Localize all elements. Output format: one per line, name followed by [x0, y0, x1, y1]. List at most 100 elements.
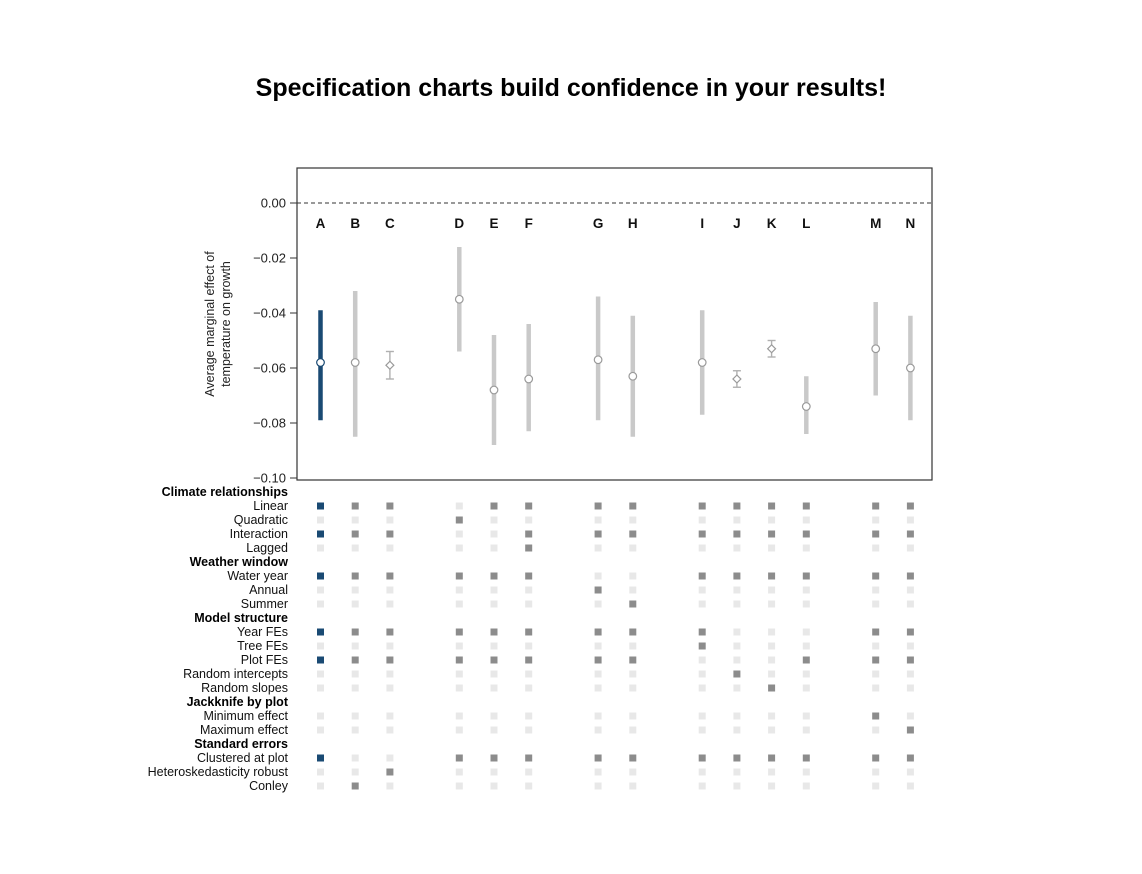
matrix-cell — [733, 768, 741, 776]
matrix-cell — [872, 502, 880, 510]
matrix-cell — [733, 670, 741, 678]
matrix-cell — [872, 726, 880, 734]
matrix-cell — [386, 726, 394, 734]
y-tick-label: −0.08 — [253, 416, 286, 431]
row-label: Annual — [249, 583, 288, 597]
matrix-cell — [802, 684, 810, 692]
y-axis-title: Average marginal effect of — [203, 251, 217, 397]
matrix-cell — [351, 544, 359, 552]
matrix-cell — [386, 530, 394, 538]
matrix-cell — [768, 572, 776, 580]
matrix-cell — [733, 726, 741, 734]
matrix-cell — [351, 782, 359, 790]
matrix-cell — [525, 586, 533, 594]
matrix-cell — [768, 726, 776, 734]
category-label: Standard errors — [194, 737, 288, 751]
matrix-cell — [455, 628, 463, 636]
matrix-cell — [351, 530, 359, 538]
matrix-cell — [906, 670, 914, 678]
matrix-cell — [386, 502, 394, 510]
matrix-cell — [872, 768, 880, 776]
matrix-cell — [698, 768, 706, 776]
matrix-cell — [698, 516, 706, 524]
matrix-cell — [455, 656, 463, 664]
matrix-cell — [733, 572, 741, 580]
matrix-cell — [317, 782, 324, 790]
matrix-cell — [386, 642, 394, 650]
matrix-cell — [906, 502, 914, 510]
matrix-cell — [386, 754, 394, 762]
matrix-cell — [733, 656, 741, 664]
matrix-cell — [525, 516, 533, 524]
y-tick-label: −0.04 — [253, 306, 286, 321]
estimate-marker — [385, 360, 395, 371]
matrix-cell — [802, 670, 810, 678]
matrix-cell — [698, 684, 706, 692]
matrix-cell — [906, 768, 914, 776]
estimate-marker — [801, 402, 811, 411]
matrix-cell — [351, 712, 359, 720]
matrix-cell — [698, 530, 706, 538]
matrix-cell — [594, 586, 602, 594]
matrix-cell — [525, 782, 533, 790]
estimate-marker — [524, 374, 534, 384]
matrix-cell — [386, 670, 394, 678]
matrix-cell — [733, 516, 741, 524]
matrix-cell — [490, 726, 498, 734]
matrix-cell — [490, 684, 498, 692]
matrix-cell — [698, 754, 706, 762]
matrix-cell — [733, 600, 741, 608]
matrix-cell — [594, 530, 602, 538]
estimate-marker — [697, 358, 707, 367]
matrix-cell — [872, 572, 880, 580]
matrix-cell — [594, 600, 602, 608]
matrix-cell — [317, 544, 324, 552]
matrix-cell — [455, 502, 463, 510]
matrix-cell — [698, 712, 706, 720]
matrix-cell — [525, 530, 533, 538]
row-label: Plot FEs — [241, 653, 288, 667]
matrix-cell — [629, 782, 637, 790]
row-label: Linear — [253, 499, 288, 513]
matrix-cell — [351, 754, 359, 762]
matrix-cell — [629, 572, 637, 580]
matrix-cell — [490, 782, 498, 790]
y-tick-label: −0.02 — [253, 251, 286, 266]
matrix-cell — [351, 586, 359, 594]
matrix-cell — [455, 516, 463, 524]
matrix-cell — [872, 670, 880, 678]
spec-letter: L — [802, 216, 810, 231]
matrix-cell — [906, 684, 914, 692]
matrix-cell — [802, 642, 810, 650]
matrix-cell — [351, 628, 359, 636]
matrix-cell — [455, 572, 463, 580]
matrix-cell — [490, 572, 498, 580]
matrix-cell — [906, 726, 914, 734]
matrix-cell — [872, 782, 880, 790]
matrix-cell — [906, 572, 914, 580]
matrix-cell — [594, 642, 602, 650]
spec-letter: K — [767, 216, 777, 231]
row-label: Tree FEs — [237, 639, 288, 653]
matrix-cell — [768, 754, 776, 762]
matrix-cell — [490, 628, 498, 636]
matrix-cell — [768, 600, 776, 608]
matrix-cell — [386, 586, 394, 594]
matrix-cell — [317, 712, 324, 720]
matrix-cell — [594, 712, 602, 720]
matrix-cell — [733, 754, 741, 762]
matrix-cell — [386, 516, 394, 524]
matrix-cell — [872, 530, 880, 538]
matrix-cell — [802, 572, 810, 580]
matrix-cell — [872, 684, 880, 692]
matrix-cell — [317, 670, 324, 678]
matrix-cell — [802, 586, 810, 594]
matrix-cell — [317, 600, 324, 608]
matrix-cell — [872, 628, 880, 636]
matrix-cell — [525, 768, 533, 776]
row-label: Random slopes — [201, 681, 288, 695]
matrix-cell — [768, 502, 776, 510]
matrix-cell — [733, 544, 741, 552]
matrix-cell — [490, 768, 498, 776]
